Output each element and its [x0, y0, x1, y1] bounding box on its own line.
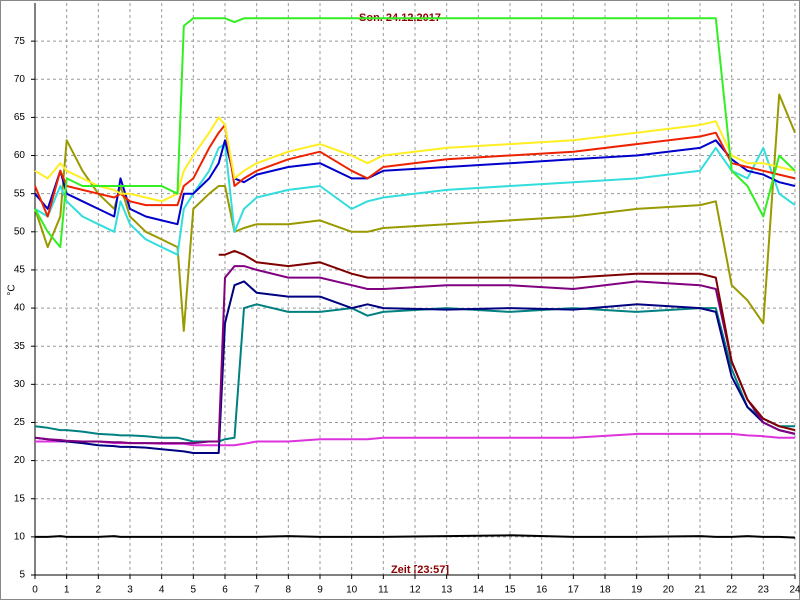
y-tick-label: 5 [19, 570, 25, 581]
series-line [34, 93, 796, 332]
series-line [34, 116, 796, 203]
y-tick-label: 35 [14, 341, 26, 352]
x-tick-label: 6 [222, 585, 228, 596]
y-tick-label: 45 [14, 265, 26, 276]
x-tick-label: 10 [346, 585, 358, 596]
x-tick-label: 1 [64, 585, 70, 596]
x-tick-label: 4 [159, 585, 165, 596]
x-tick-label: 22 [726, 585, 738, 596]
x-tick-label: 16 [536, 585, 548, 596]
series-line [34, 143, 796, 256]
x-tick-label: 11 [378, 585, 389, 596]
x-tick-label: 13 [441, 585, 453, 596]
y-tick-label: 20 [14, 455, 26, 466]
x-axis-label: Zeit [23:57] [391, 564, 449, 576]
series-line [34, 17, 796, 249]
x-tick-label: 14 [473, 585, 485, 596]
y-tick-label: 40 [14, 303, 26, 314]
y-tick-label: 75 [14, 36, 26, 47]
y-tick-label: 70 [14, 74, 26, 85]
x-tick-label: 17 [568, 585, 580, 596]
x-tick-label: 9 [317, 585, 323, 596]
y-tick-label: 10 [14, 532, 26, 543]
x-tick-label: 24 [789, 585, 800, 596]
y-tick-label: 60 [14, 150, 26, 161]
y-axis-label: °C [7, 284, 18, 295]
x-tick-label: 15 [504, 585, 516, 596]
x-tick-label: 21 [694, 585, 706, 596]
series-line [35, 534, 796, 539]
x-tick-label: 8 [286, 585, 292, 596]
x-tick-label: 2 [96, 585, 102, 596]
x-tick-label: 19 [631, 585, 643, 596]
x-tick-label: 20 [663, 585, 675, 596]
y-tick-label: 25 [14, 417, 26, 428]
x-tick-label: 3 [127, 585, 133, 596]
y-tick-label: 15 [14, 493, 26, 504]
x-tick-label: 12 [409, 585, 421, 596]
x-tick-label: 0 [32, 585, 38, 596]
series-line [34, 265, 796, 445]
y-tick-label: 30 [14, 379, 26, 390]
y-tick-label: 55 [14, 188, 26, 199]
y-tick-label: 65 [14, 112, 26, 123]
x-tick-label: 7 [254, 585, 260, 596]
series-line [34, 124, 796, 218]
series-line [34, 280, 796, 454]
series-line [34, 139, 796, 226]
x-tick-label: 18 [599, 585, 611, 596]
y-tick-label: 50 [14, 226, 26, 237]
series-line [218, 249, 796, 432]
x-tick-label: 5 [191, 585, 197, 596]
x-tick-label: 23 [758, 585, 770, 596]
